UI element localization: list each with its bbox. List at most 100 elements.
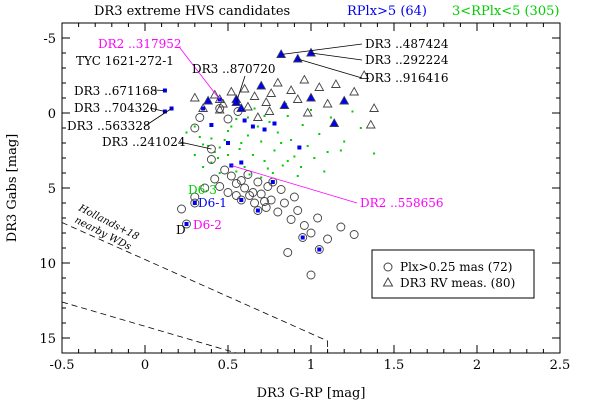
annotation-leader-line: [310, 52, 363, 61]
parallax-circle-point: [240, 183, 250, 193]
blue-square-point: [250, 124, 255, 129]
legend-frame: [371, 249, 535, 299]
annotation-leader-line: [179, 47, 221, 100]
green-point: [248, 173, 251, 176]
parallax-circle-point: [206, 155, 216, 164]
rv-triangle-point: [349, 86, 360, 96]
parallax-circle-point: [245, 191, 255, 200]
parallax-circle-point: [306, 270, 316, 280]
green-point: [213, 151, 216, 153]
rv-triangle-point: [339, 95, 350, 105]
green-point: [351, 110, 354, 113]
blue-square-point: [201, 106, 206, 111]
green-point: [343, 140, 346, 143]
blue-square-point: [226, 141, 230, 145]
green-point: [263, 115, 266, 117]
parallax-circle-point: [177, 204, 186, 214]
rv-triangle-point: [292, 53, 303, 63]
green-point: [198, 136, 201, 138]
y-tick-label: -5: [43, 32, 56, 47]
blue-square-point: [317, 247, 322, 252]
green-point: [281, 164, 284, 167]
y-tick-label: 15: [39, 332, 56, 347]
rv-triangle-point: [322, 98, 333, 108]
parallax-circle-point: [323, 234, 333, 244]
green-point: [227, 130, 229, 132]
blue-triangle-point: [340, 97, 348, 104]
green-point: [318, 133, 321, 135]
parallax-circle-point: [200, 183, 210, 193]
header-legend-green: 3<RPlx<5 (305): [452, 4, 559, 19]
green-point: [301, 124, 304, 126]
x-tick-label: 1.5: [384, 358, 405, 373]
annotation-label: D6-3: [188, 183, 217, 197]
plot-frame: [61, 22, 561, 354]
rv-triangle-point: [214, 104, 225, 114]
green-point: [268, 121, 271, 123]
parallax-circle-point: [182, 219, 191, 229]
rv-triangle-point: [306, 92, 316, 102]
green-point: [323, 170, 326, 173]
blue-triangle-point: [294, 55, 302, 62]
parallax-circle-point: [314, 245, 324, 254]
x-tick-label: 0.5: [218, 358, 239, 373]
green-point: [227, 154, 229, 156]
blue-square-point: [242, 118, 247, 123]
green-point: [210, 161, 213, 164]
parallax-circle-point: [210, 174, 220, 184]
green-point: [202, 166, 205, 168]
green-point: [359, 127, 362, 129]
rv-triangle-point: [369, 103, 380, 112]
blue-square-point: [192, 201, 197, 205]
green-point: [339, 149, 342, 152]
annotation-leader-line: [144, 108, 172, 127]
annotation-label: DR3 ..241024: [102, 135, 186, 149]
parallax-circle-point: [276, 185, 286, 194]
green-point: [329, 116, 332, 119]
chart-title: DR3 extreme HVS candidates: [94, 4, 290, 19]
rv-triangle-point: [302, 107, 313, 117]
green-point: [235, 118, 238, 120]
rv-triangle-point: [236, 103, 247, 112]
green-point: [185, 131, 188, 134]
plot-area: [61, 22, 561, 354]
rv-triangle-point: [198, 103, 209, 112]
blue-square-point: [262, 127, 267, 132]
blue-triangle-point: [330, 119, 338, 127]
parallax-circle-point: [206, 144, 216, 154]
green-point: [256, 125, 259, 128]
parallax-circle-point: [223, 114, 233, 124]
legend-circle-symbol: [383, 262, 393, 272]
legend-triangle-symbol: [382, 276, 394, 287]
annotation-label: DR3 ..916416: [365, 71, 449, 85]
rv-triangle-point: [209, 89, 220, 99]
rv-triangle-point: [365, 119, 376, 129]
blue-square-point: [209, 123, 214, 127]
green-point: [271, 172, 274, 174]
blue-triangle-point: [307, 94, 315, 101]
annotation-leader-line: [297, 58, 363, 79]
wd-upper-dashed-line: [61, 222, 328, 342]
green-point: [260, 140, 263, 143]
parallax-circle-point: [215, 104, 225, 113]
annotation-label: DR3 ..671168: [74, 84, 158, 98]
blue-square-point: [184, 222, 189, 226]
annotation-leader-line: [281, 43, 363, 55]
rv-triangle-point: [329, 118, 340, 127]
green-point: [293, 155, 296, 158]
x-tick-label: -0.5: [49, 358, 74, 373]
parallax-circle-point: [248, 188, 258, 197]
green-point: [273, 149, 276, 152]
axis-ticks: -0.5 0 0.5 1 1.5 2 2.5 -5 0 5 10 15: [39, 22, 570, 373]
rv-triangle-point: [314, 82, 325, 91]
legend-entry-circle: Plx>0.25 mas (72): [400, 260, 512, 274]
green-point: [246, 134, 249, 137]
green-point: [217, 157, 220, 159]
annotation-leader-line: [179, 141, 212, 150]
green-point: [263, 160, 266, 162]
annotation-label: DR3 ..563328: [67, 119, 151, 133]
parallax-circle-point: [299, 221, 309, 230]
annotation-label: DR2 ..317952: [98, 37, 182, 51]
x-tick-label: 2: [473, 358, 481, 373]
blue-square-point: [270, 180, 275, 184]
